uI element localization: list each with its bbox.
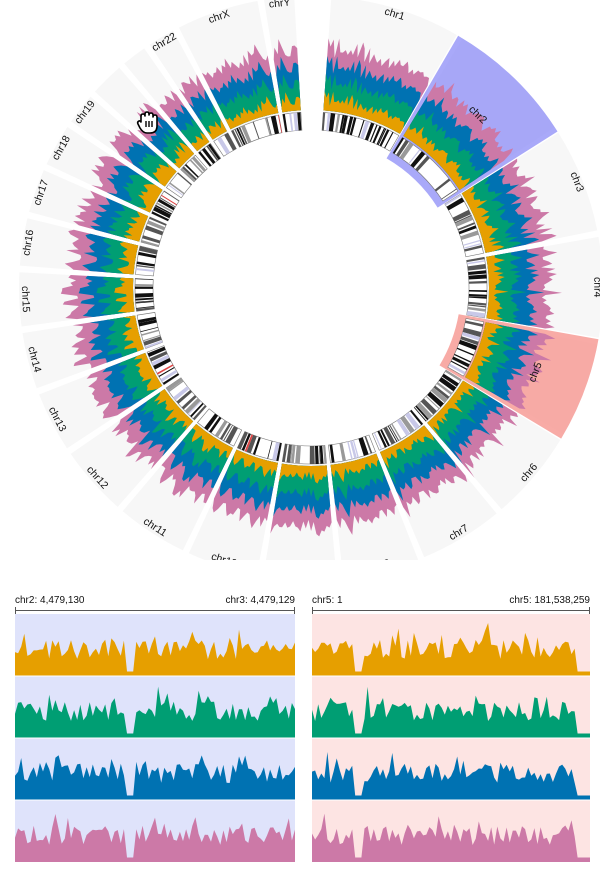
track-1[interactable] [312,623,590,676]
track-1[interactable] [15,629,295,676]
stacked-area-tracks [60,38,562,537]
track-4[interactable] [312,799,590,862]
linear-view-chr2[interactable]: chr2: 4,479,130 chr3: 4,479,129 [15,592,295,862]
range-header: chr2: 4,479,130 chr3: 4,479,129 [15,592,296,615]
range-start-label: chr2: 4,479,130 [15,595,85,606]
range-axis [312,607,590,615]
chromosome-label: chr8 [368,557,391,560]
range-start-label: chr5: 1 [312,595,343,606]
ideogram-ring[interactable] [134,111,488,465]
chromosome-label: chr1 [383,6,406,23]
chromosome-label: chr10 [210,551,239,560]
range-axis [15,607,295,615]
range-end-label: chr3: 4,479,129 [225,595,296,606]
track-2[interactable] [15,675,295,738]
track-3[interactable] [312,737,590,800]
chromosome-label: chrY [268,0,291,11]
grab-hand-icon [133,108,163,138]
track-4[interactable] [15,799,295,862]
chromosome-label: chr16 [20,229,36,257]
track-stack[interactable] [15,614,295,862]
track-3[interactable] [15,737,295,800]
range-header: chr5: 1 chr5: 181,538,259 [312,592,590,615]
track-2[interactable] [312,675,590,738]
range-end-label: chr5: 181,538,259 [509,595,590,606]
circos-plot[interactable]: chr1chr2chr3chr4chr5chr6chr7chr8chr9chr1… [0,0,600,560]
linear-view-chr5[interactable]: chr5: 1 chr5: 181,538,259 [312,592,590,862]
chromosome-label: chr15 [19,286,32,313]
chromosome-label: chr4 [591,277,600,298]
track-stack[interactable] [312,614,590,862]
